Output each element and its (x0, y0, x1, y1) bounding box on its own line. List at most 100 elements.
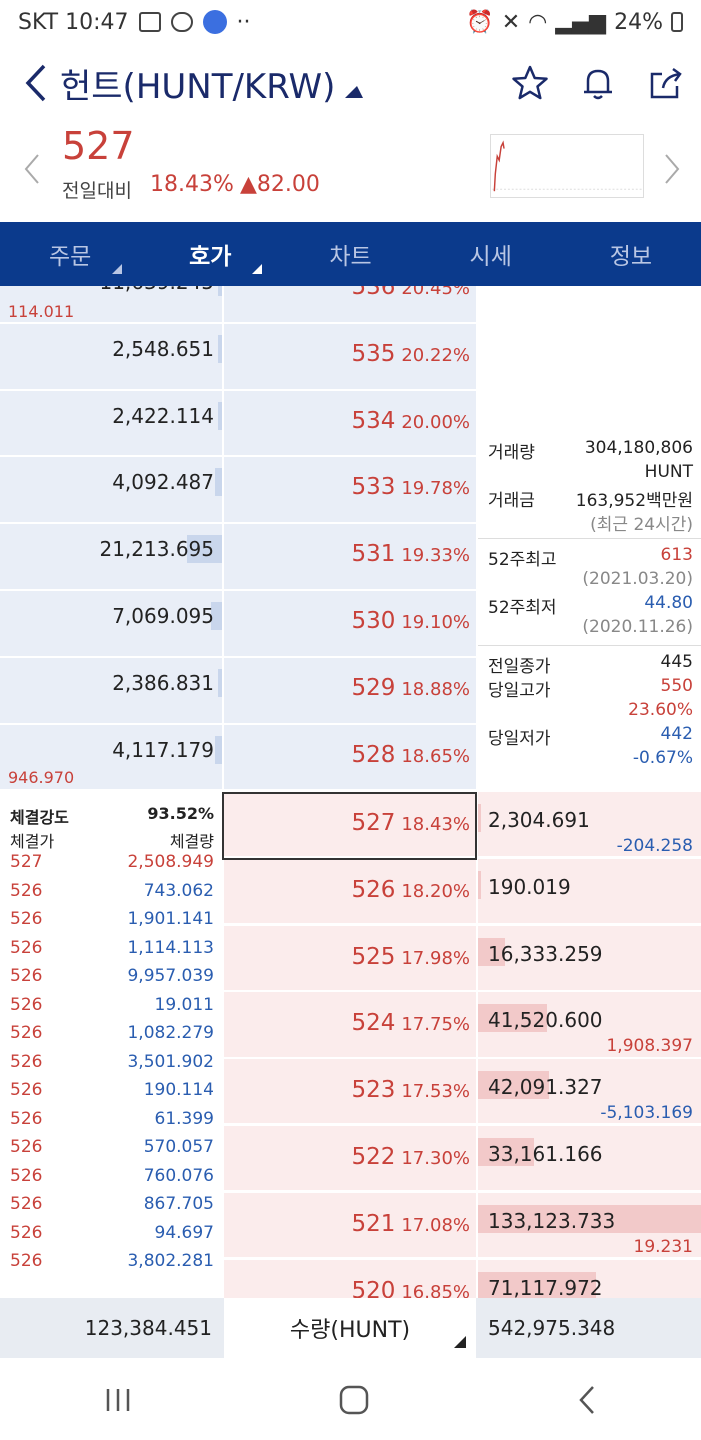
ask-qty-cell[interactable]: 7,069.095 (0, 590, 222, 656)
ask-volume-bar (215, 735, 222, 764)
ask-qty-cell[interactable]: 2,386.831 (0, 656, 222, 723)
tab-chart[interactable]: 차트 (280, 222, 420, 286)
favorite-button[interactable] (505, 58, 555, 108)
bid-row[interactable]: 525 17.98% 16,333.259 (0, 925, 701, 992)
ask-price-cell[interactable]: 535 20.22% (224, 322, 476, 389)
ask-volume-bar (215, 468, 222, 497)
ask-qty-cell[interactable]: 21,213.695 (0, 523, 222, 590)
ask-qty-cell[interactable]: 2,548.651 (0, 322, 222, 389)
bid-volume-bar (478, 1071, 550, 1100)
ask-row[interactable]: 7,069.095 530 19.10% (0, 590, 701, 656)
trade-price: 526 (10, 1165, 43, 1186)
bid-row[interactable]: 520 16.85% 71,117.972 (0, 1259, 701, 1298)
ask-price-cell[interactable]: 531 19.33% (224, 523, 476, 590)
ask-price-cell[interactable]: 528 18.65% (224, 723, 476, 790)
ask-qty-cell[interactable]: 4,092.487 (0, 456, 222, 523)
ask-qty-cell[interactable]: 11,639.245 (0, 286, 222, 322)
bid-price-cell[interactable]: 520 16.85% (224, 1259, 476, 1298)
bid-price-cell[interactable]: 526 18.20% (224, 858, 476, 925)
trade-row: 526 94.697 (0, 1223, 222, 1252)
bid-row[interactable]: 524 17.75% 41,520.600 1,908.397 (0, 992, 701, 1059)
bid-delta: 1,908.397 (606, 1036, 693, 1057)
ask-row[interactable]: 11,639.245 536 20.45% (0, 286, 701, 322)
orderbook[interactable]: 11,639.24553620.45%2,548.65153520.22%2,4… (0, 286, 701, 1298)
row-divider (0, 321, 701, 324)
ask-price-cell[interactable]: 534 20.00% (224, 389, 476, 456)
next-coin-chevron-icon[interactable] (662, 152, 682, 186)
ask-row[interactable]: 2,422.114 534 20.00% (0, 389, 701, 456)
footer-ask-total: 123,384.451 (0, 1298, 222, 1358)
bid-price: 525 (351, 943, 396, 970)
ask-price-cell[interactable]: 536 20.45% (224, 286, 476, 322)
tab-quotes[interactable]: 시세 (421, 222, 561, 286)
bid-price-cell[interactable]: 524 17.75% (224, 992, 476, 1059)
recent-apps-icon[interactable] (103, 1385, 133, 1415)
ask-price-cell[interactable]: 530 19.10% (224, 590, 476, 656)
ask-row[interactable]: 4,117.179 528 18.65% (0, 723, 701, 790)
ask-row[interactable]: 21,213.695 531 19.33% (0, 523, 701, 590)
bid-qty-cell[interactable]: 190.019 (478, 858, 701, 925)
high52-value: 613 (660, 545, 693, 565)
alert-button[interactable] (573, 58, 623, 108)
ask-pct: 19.33% (401, 545, 470, 567)
bid-qty-cell[interactable]: 42,091.327 -5,103.169 (478, 1059, 701, 1126)
trade-qty: 94.697 (154, 1222, 214, 1243)
current-price-highlight (222, 792, 477, 860)
high52-date: (2021.03.20) (582, 569, 693, 589)
bid-row[interactable]: 521 17.08% 133,123.733 19.231 (0, 1192, 701, 1259)
mini-price-chart[interactable] (490, 134, 644, 198)
bid-row[interactable]: 527 18.43% 2,304.691 -204.258 (0, 792, 701, 858)
bid-qty-cell[interactable]: 133,123.733 19.231 (478, 1192, 701, 1259)
ask-volume-bar (217, 334, 222, 363)
bid-price-cell[interactable]: 522 17.30% (224, 1126, 476, 1192)
bid-row[interactable]: 523 17.53% 42,091.327 -5,103.169 (0, 1059, 701, 1126)
row-divider (0, 923, 701, 925)
bid-row[interactable]: 522 17.30% 33,161.166 (0, 1126, 701, 1192)
row-divider (0, 1257, 701, 1259)
bid-qty-cell[interactable]: 41,520.600 1,908.397 (478, 992, 701, 1059)
carrier-time: SKT 10:47 (18, 9, 129, 35)
bid-qty-cell[interactable]: 16,333.259 (478, 925, 701, 992)
bid-price-cell[interactable]: 527 18.43% (224, 792, 476, 858)
bid-qty: 42,091.327 (488, 1075, 603, 1100)
bid-price-cell[interactable]: 525 17.98% (224, 925, 476, 992)
prev-coin-chevron-icon[interactable] (22, 152, 42, 186)
ask-qty-cell[interactable]: 2,422.114 (0, 389, 222, 456)
low52-date: (2020.11.26) (582, 617, 693, 637)
ask-row[interactable]: 4,092.487 533 19.78% (0, 456, 701, 523)
tab-order[interactable]: 주문 (0, 222, 140, 286)
trade-row: 526 3,802.281 (0, 1251, 222, 1280)
tab-info[interactable]: 정보 (561, 222, 701, 286)
trade-row: 527 2,508.949 (0, 852, 222, 881)
back-nav-icon[interactable] (575, 1384, 599, 1416)
page-title[interactable]: 헌트(HUNT/KRW) (60, 66, 336, 107)
unit-selector[interactable]: 수량(HUNT) (224, 1298, 476, 1358)
trade-row: 526 1,901.141 (0, 909, 222, 938)
ask-qty-cell[interactable]: 4,117.179 (0, 723, 222, 790)
ask-price-cell[interactable]: 529 18.88% (224, 656, 476, 723)
home-icon[interactable] (338, 1384, 370, 1416)
bid-qty-cell[interactable]: 2,304.691 -204.258 (478, 792, 701, 858)
bid-row[interactable]: 526 18.20% 190.019 (0, 858, 701, 925)
bid-price: 524 (351, 1010, 396, 1037)
bid-qty-cell[interactable]: 71,117.972 (478, 1259, 701, 1298)
trade-row: 526 1,114.113 (0, 938, 222, 967)
ask-volume-bar (217, 668, 222, 697)
ask-price-cell[interactable]: 533 19.78% (224, 456, 476, 523)
ask-price: 531 (351, 541, 396, 568)
tab-orderbook[interactable]: 호가 (140, 222, 280, 286)
bid-price-cell[interactable]: 523 17.53% (224, 1059, 476, 1126)
bid-price-cell[interactable]: 521 17.08% (224, 1192, 476, 1259)
share-button[interactable] (641, 58, 691, 108)
ask-row[interactable]: 2,548.651 535 20.22% (0, 322, 701, 389)
tab-order-label: 주문 (48, 244, 92, 270)
back-button[interactable] (16, 53, 56, 113)
amount-note: (최근 24시간) (590, 515, 693, 535)
ask-qty: 7,069.095 (112, 604, 214, 628)
bid-qty: 33,161.166 (488, 1142, 603, 1166)
bid-qty-cell[interactable]: 33,161.166 (478, 1126, 701, 1192)
unit-selector-caret-icon (454, 1336, 466, 1348)
bid-pct: 17.30% (401, 1148, 470, 1169)
title-dropdown-caret-icon[interactable] (345, 86, 364, 98)
ask-row[interactable]: 2,386.831 529 18.88% (0, 656, 701, 723)
